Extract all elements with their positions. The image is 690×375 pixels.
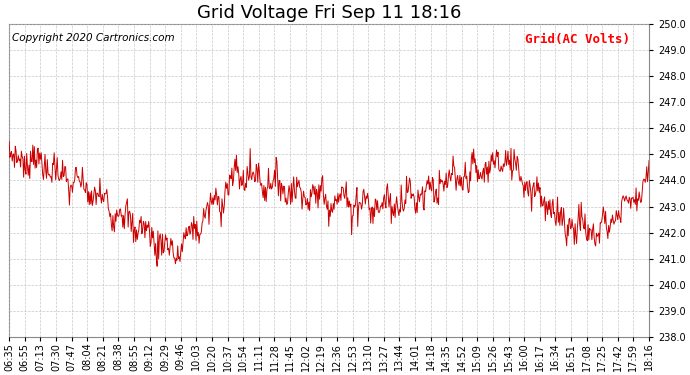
Title: Grid Voltage Fri Sep 11 18:16: Grid Voltage Fri Sep 11 18:16 (197, 4, 462, 22)
Text: Grid(AC Volts): Grid(AC Volts) (525, 33, 630, 46)
Text: Copyright 2020 Cartronics.com: Copyright 2020 Cartronics.com (12, 33, 175, 43)
